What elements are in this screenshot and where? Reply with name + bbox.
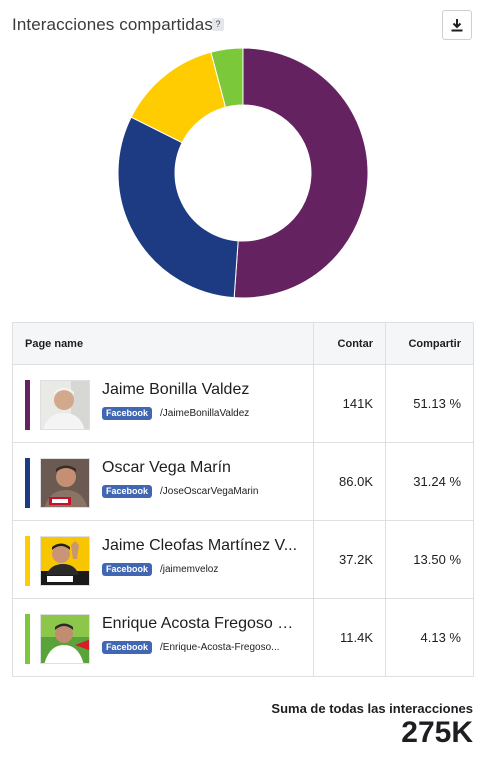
series-color-bar	[25, 379, 30, 430]
avatar[interactable]	[40, 379, 90, 430]
page-handle[interactable]: /JaimeBonillaValdez	[160, 407, 250, 419]
table-row: Jaime Bonilla Valdez Facebook /JaimeBoni…	[12, 364, 474, 443]
donut-slice[interactable]	[233, 47, 369, 299]
page-cell: Enrique Acosta Fregoso O... Facebook /En…	[12, 598, 314, 677]
column-header-page-name[interactable]: Page name	[12, 322, 314, 365]
column-header-share[interactable]: Compartir	[385, 322, 474, 365]
platform-badge: Facebook	[102, 640, 153, 654]
page-name[interactable]: Jaime Bonilla Valdez	[102, 380, 250, 398]
column-header-count[interactable]: Contar	[313, 322, 386, 365]
pages-table: Page name Contar Compartir	[12, 322, 474, 677]
donut-slice[interactable]	[210, 47, 244, 108]
table-row: Jaime Cleofas Martínez V... Facebook /ja…	[12, 520, 474, 599]
person-photo-icon	[41, 458, 89, 507]
count-cell: 11.4K	[313, 598, 386, 677]
page-handle[interactable]: /JoseOscarVegaMarin	[160, 485, 259, 497]
page-handle[interactable]: /Enrique-Acosta-Fregoso...	[160, 641, 280, 653]
person-photo-icon	[41, 536, 89, 585]
table-row: Enrique Acosta Fregoso O... Facebook /En…	[12, 598, 474, 677]
table-header-row: Page name Contar Compartir	[12, 322, 474, 365]
avatar[interactable]	[40, 613, 90, 664]
count-cell: 86.0K	[313, 442, 386, 521]
page-cell: Jaime Cleofas Martínez V... Facebook /ja…	[12, 520, 314, 599]
help-icon[interactable]: ?	[212, 18, 224, 31]
platform-badge: Facebook	[102, 406, 153, 420]
download-icon	[451, 19, 463, 32]
share-cell: 4.13 %	[385, 598, 474, 677]
chart-header: Interacciones compartidas ?	[12, 10, 472, 42]
avatar[interactable]	[40, 457, 90, 508]
page-name[interactable]: Oscar Vega Marín	[102, 458, 231, 476]
donut-chart	[117, 47, 369, 299]
platform-badge: Facebook	[102, 562, 153, 576]
page-handle[interactable]: /jaimemveloz	[160, 563, 219, 575]
share-cell: 31.24 %	[385, 442, 474, 521]
donut-slice[interactable]	[117, 116, 239, 299]
page-name[interactable]: Jaime Cleofas Martínez V...	[102, 536, 298, 554]
avatar[interactable]	[40, 535, 90, 586]
person-photo-icon	[41, 614, 89, 663]
series-color-bar	[25, 535, 30, 586]
count-cell: 37.2K	[313, 520, 386, 599]
summary-value: 275K	[401, 716, 473, 749]
share-cell: 13.50 %	[385, 520, 474, 599]
chart-title: Interacciones compartidas	[12, 15, 213, 34]
page-cell: Jaime Bonilla Valdez Facebook /JaimeBoni…	[12, 364, 314, 443]
share-cell: 51.13 %	[385, 364, 474, 443]
download-button[interactable]	[442, 10, 472, 40]
count-cell: 141K	[313, 364, 386, 443]
page-name[interactable]: Enrique Acosta Fregoso O...	[102, 614, 302, 632]
series-color-bar	[25, 613, 30, 664]
summary-label: Suma de todas las interacciones	[271, 701, 473, 716]
table-row: Oscar Vega Marín Facebook /JoseOscarVega…	[12, 442, 474, 521]
series-color-bar	[25, 457, 30, 508]
page-cell: Oscar Vega Marín Facebook /JoseOscarVega…	[12, 442, 314, 521]
person-photo-icon	[41, 380, 89, 429]
platform-badge: Facebook	[102, 484, 153, 498]
